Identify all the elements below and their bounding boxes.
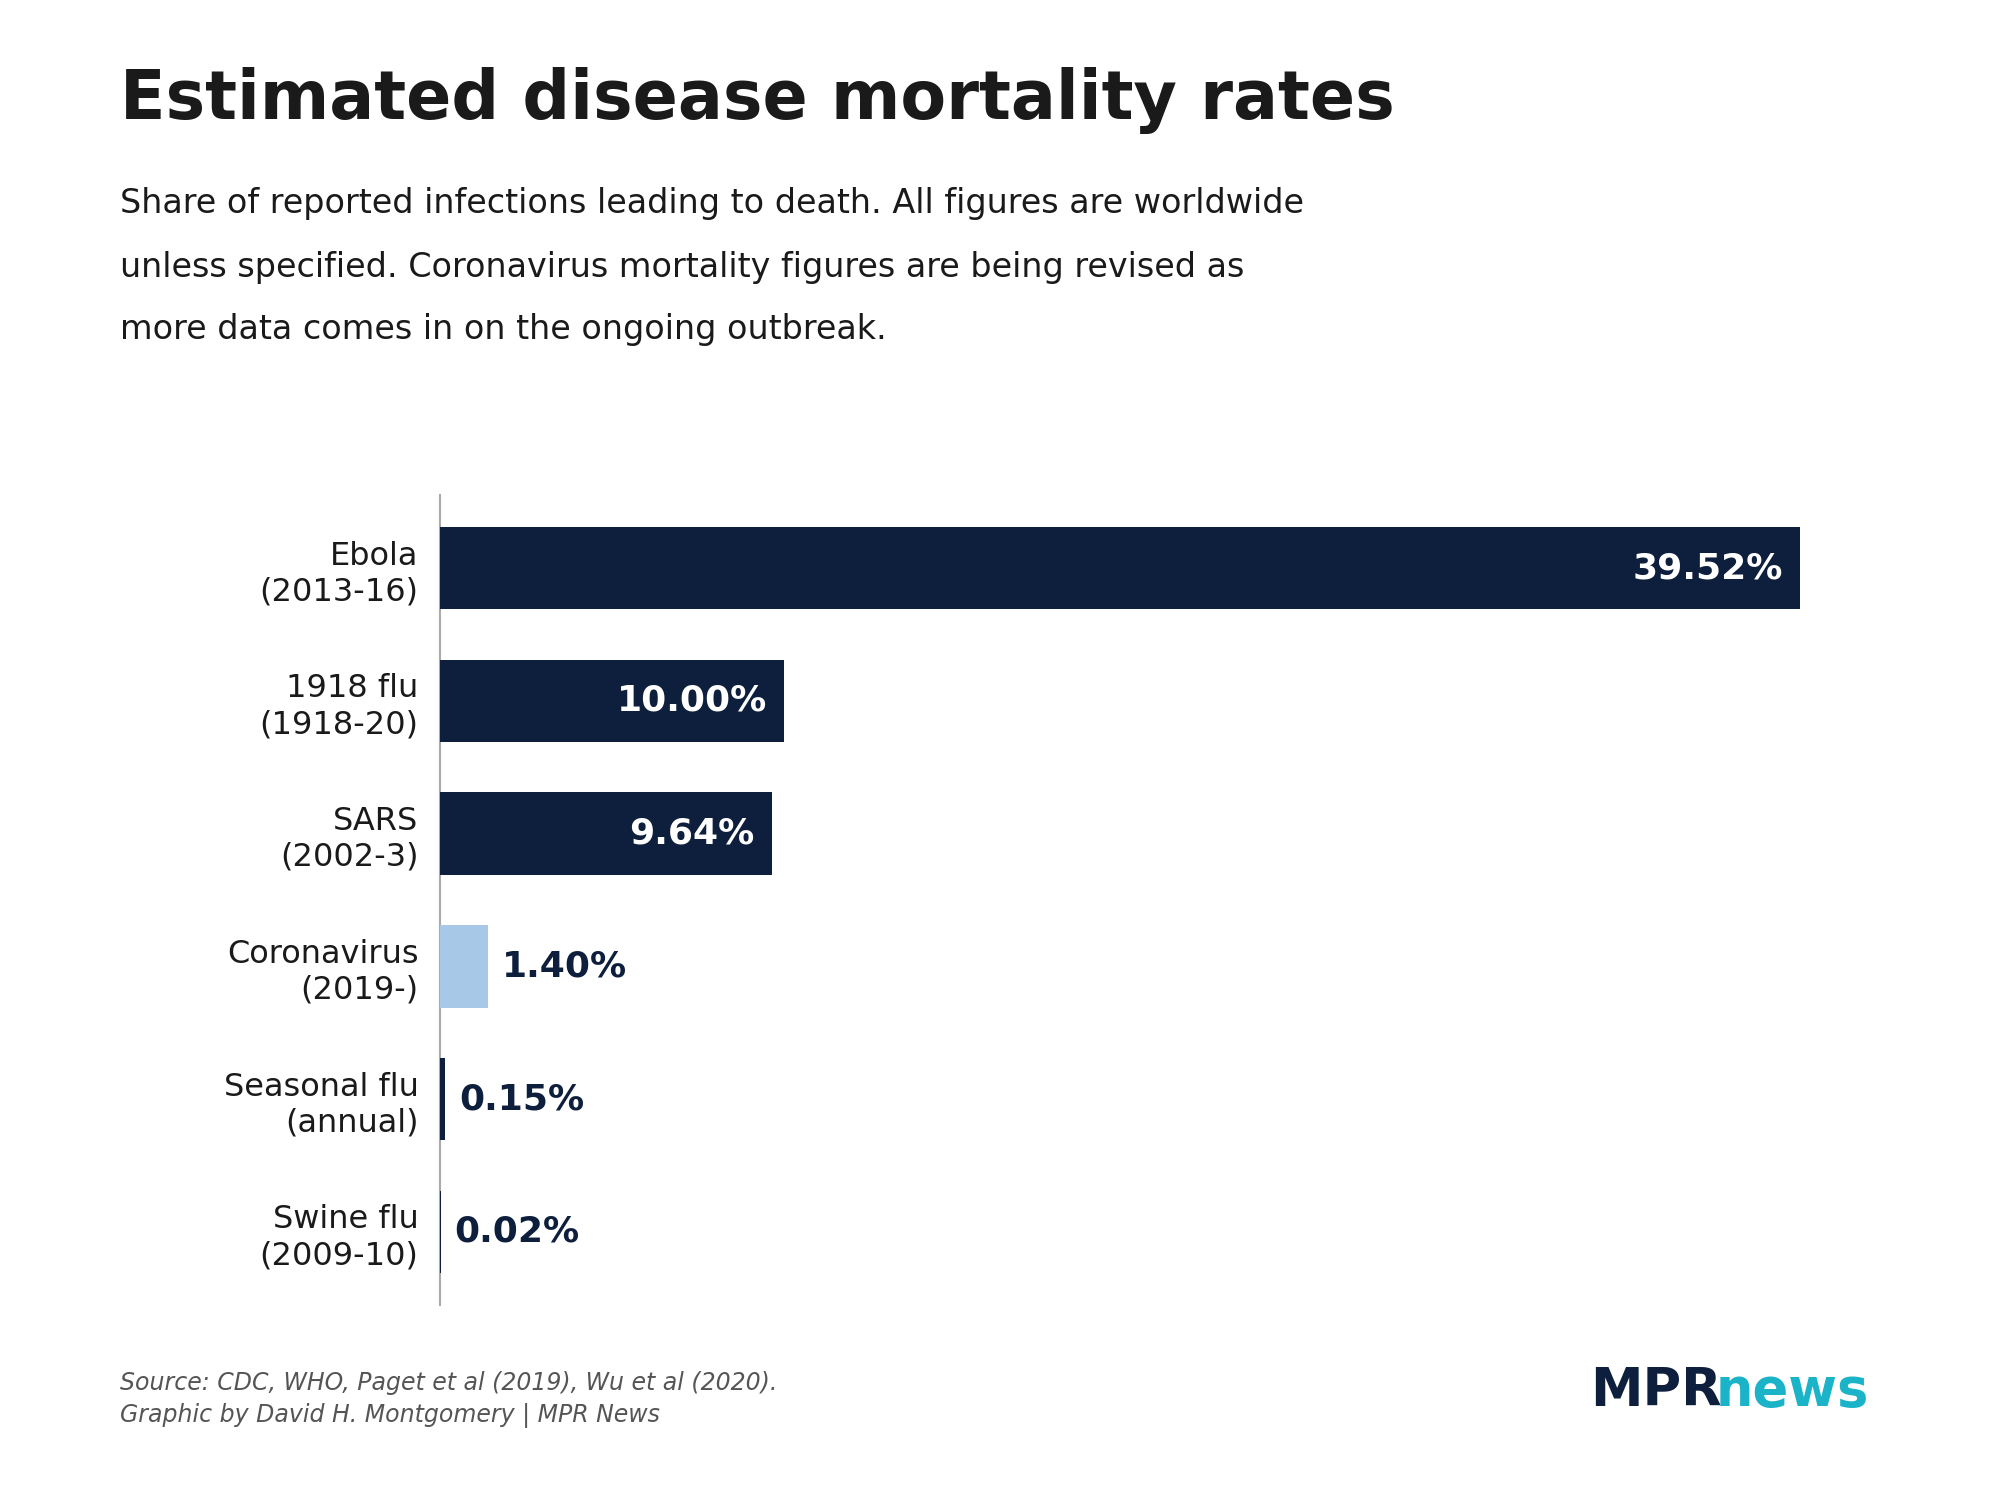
Text: 0.15%: 0.15% [458, 1082, 584, 1116]
Text: 1.40%: 1.40% [502, 950, 628, 984]
Text: Graphic by David H. Montgomery | MPR News: Graphic by David H. Montgomery | MPR New… [120, 1402, 660, 1428]
Text: Source: CDC, WHO, Paget et al (2019), Wu et al (2020).: Source: CDC, WHO, Paget et al (2019), Wu… [120, 1371, 778, 1395]
Text: more data comes in on the ongoing outbreak.: more data comes in on the ongoing outbre… [120, 314, 886, 346]
Bar [440, 792, 772, 874]
Text: 9.64%: 9.64% [630, 816, 754, 850]
Bar [440, 1058, 446, 1140]
Text: news: news [1716, 1365, 1870, 1417]
Bar [440, 660, 784, 742]
Bar [440, 926, 488, 1008]
Bar [440, 526, 1800, 609]
Text: MPR: MPR [1590, 1365, 1722, 1417]
Text: 39.52%: 39.52% [1632, 550, 1784, 585]
Text: 0.02%: 0.02% [454, 1215, 580, 1249]
Text: Share of reported infections leading to death. All figures are worldwide: Share of reported infections leading to … [120, 188, 1304, 220]
Text: Estimated disease mortality rates: Estimated disease mortality rates [120, 68, 1394, 135]
Text: unless specified. Coronavirus mortality figures are being revised as: unless specified. Coronavirus mortality … [120, 251, 1244, 284]
Text: 10.00%: 10.00% [616, 684, 766, 718]
